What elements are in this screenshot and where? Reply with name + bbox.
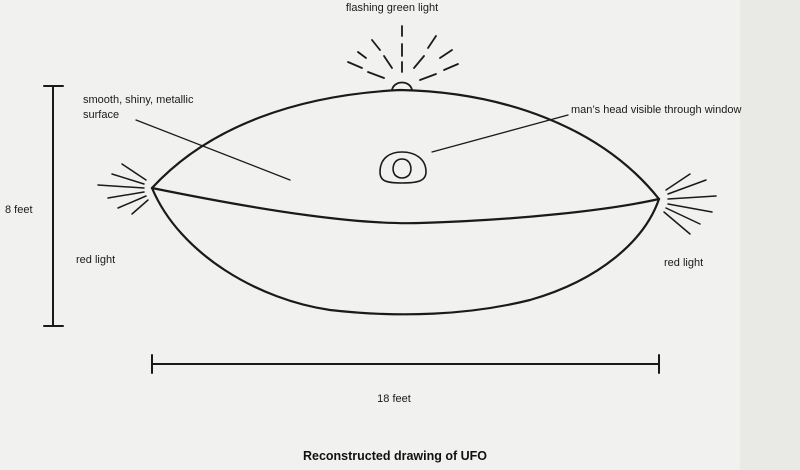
window-frame <box>379 151 427 184</box>
red-light-right-icon <box>663 173 717 235</box>
ufo-middle-rim <box>150 186 661 225</box>
ufo-bottom-hull <box>150 186 661 316</box>
surface-leader-line <box>135 119 291 181</box>
green-light-icon <box>347 25 459 91</box>
height-dimension <box>43 85 64 327</box>
height-label: 8 feet <box>5 204 33 216</box>
caption: Reconstructed drawing of UFO <box>303 449 487 463</box>
width-dimension <box>151 354 660 374</box>
surface-label-line2: surface <box>83 109 119 121</box>
width-label: 18 feet <box>377 393 411 405</box>
window-label: man’s head visible through window <box>571 104 741 116</box>
ufo-body <box>150 88 661 316</box>
red-light-right-label: red light <box>664 257 703 269</box>
surface-label-line1: smooth, shiny, metallic <box>83 94 194 106</box>
paper-edge <box>740 0 800 470</box>
window <box>379 151 427 184</box>
top-light-label: flashing green light <box>346 2 438 14</box>
red-light-left-label: red light <box>76 254 115 266</box>
ufo-top-dome <box>150 88 661 201</box>
red-light-left-icon <box>97 163 149 215</box>
head-icon <box>392 158 412 179</box>
window-leader-line <box>431 114 569 153</box>
